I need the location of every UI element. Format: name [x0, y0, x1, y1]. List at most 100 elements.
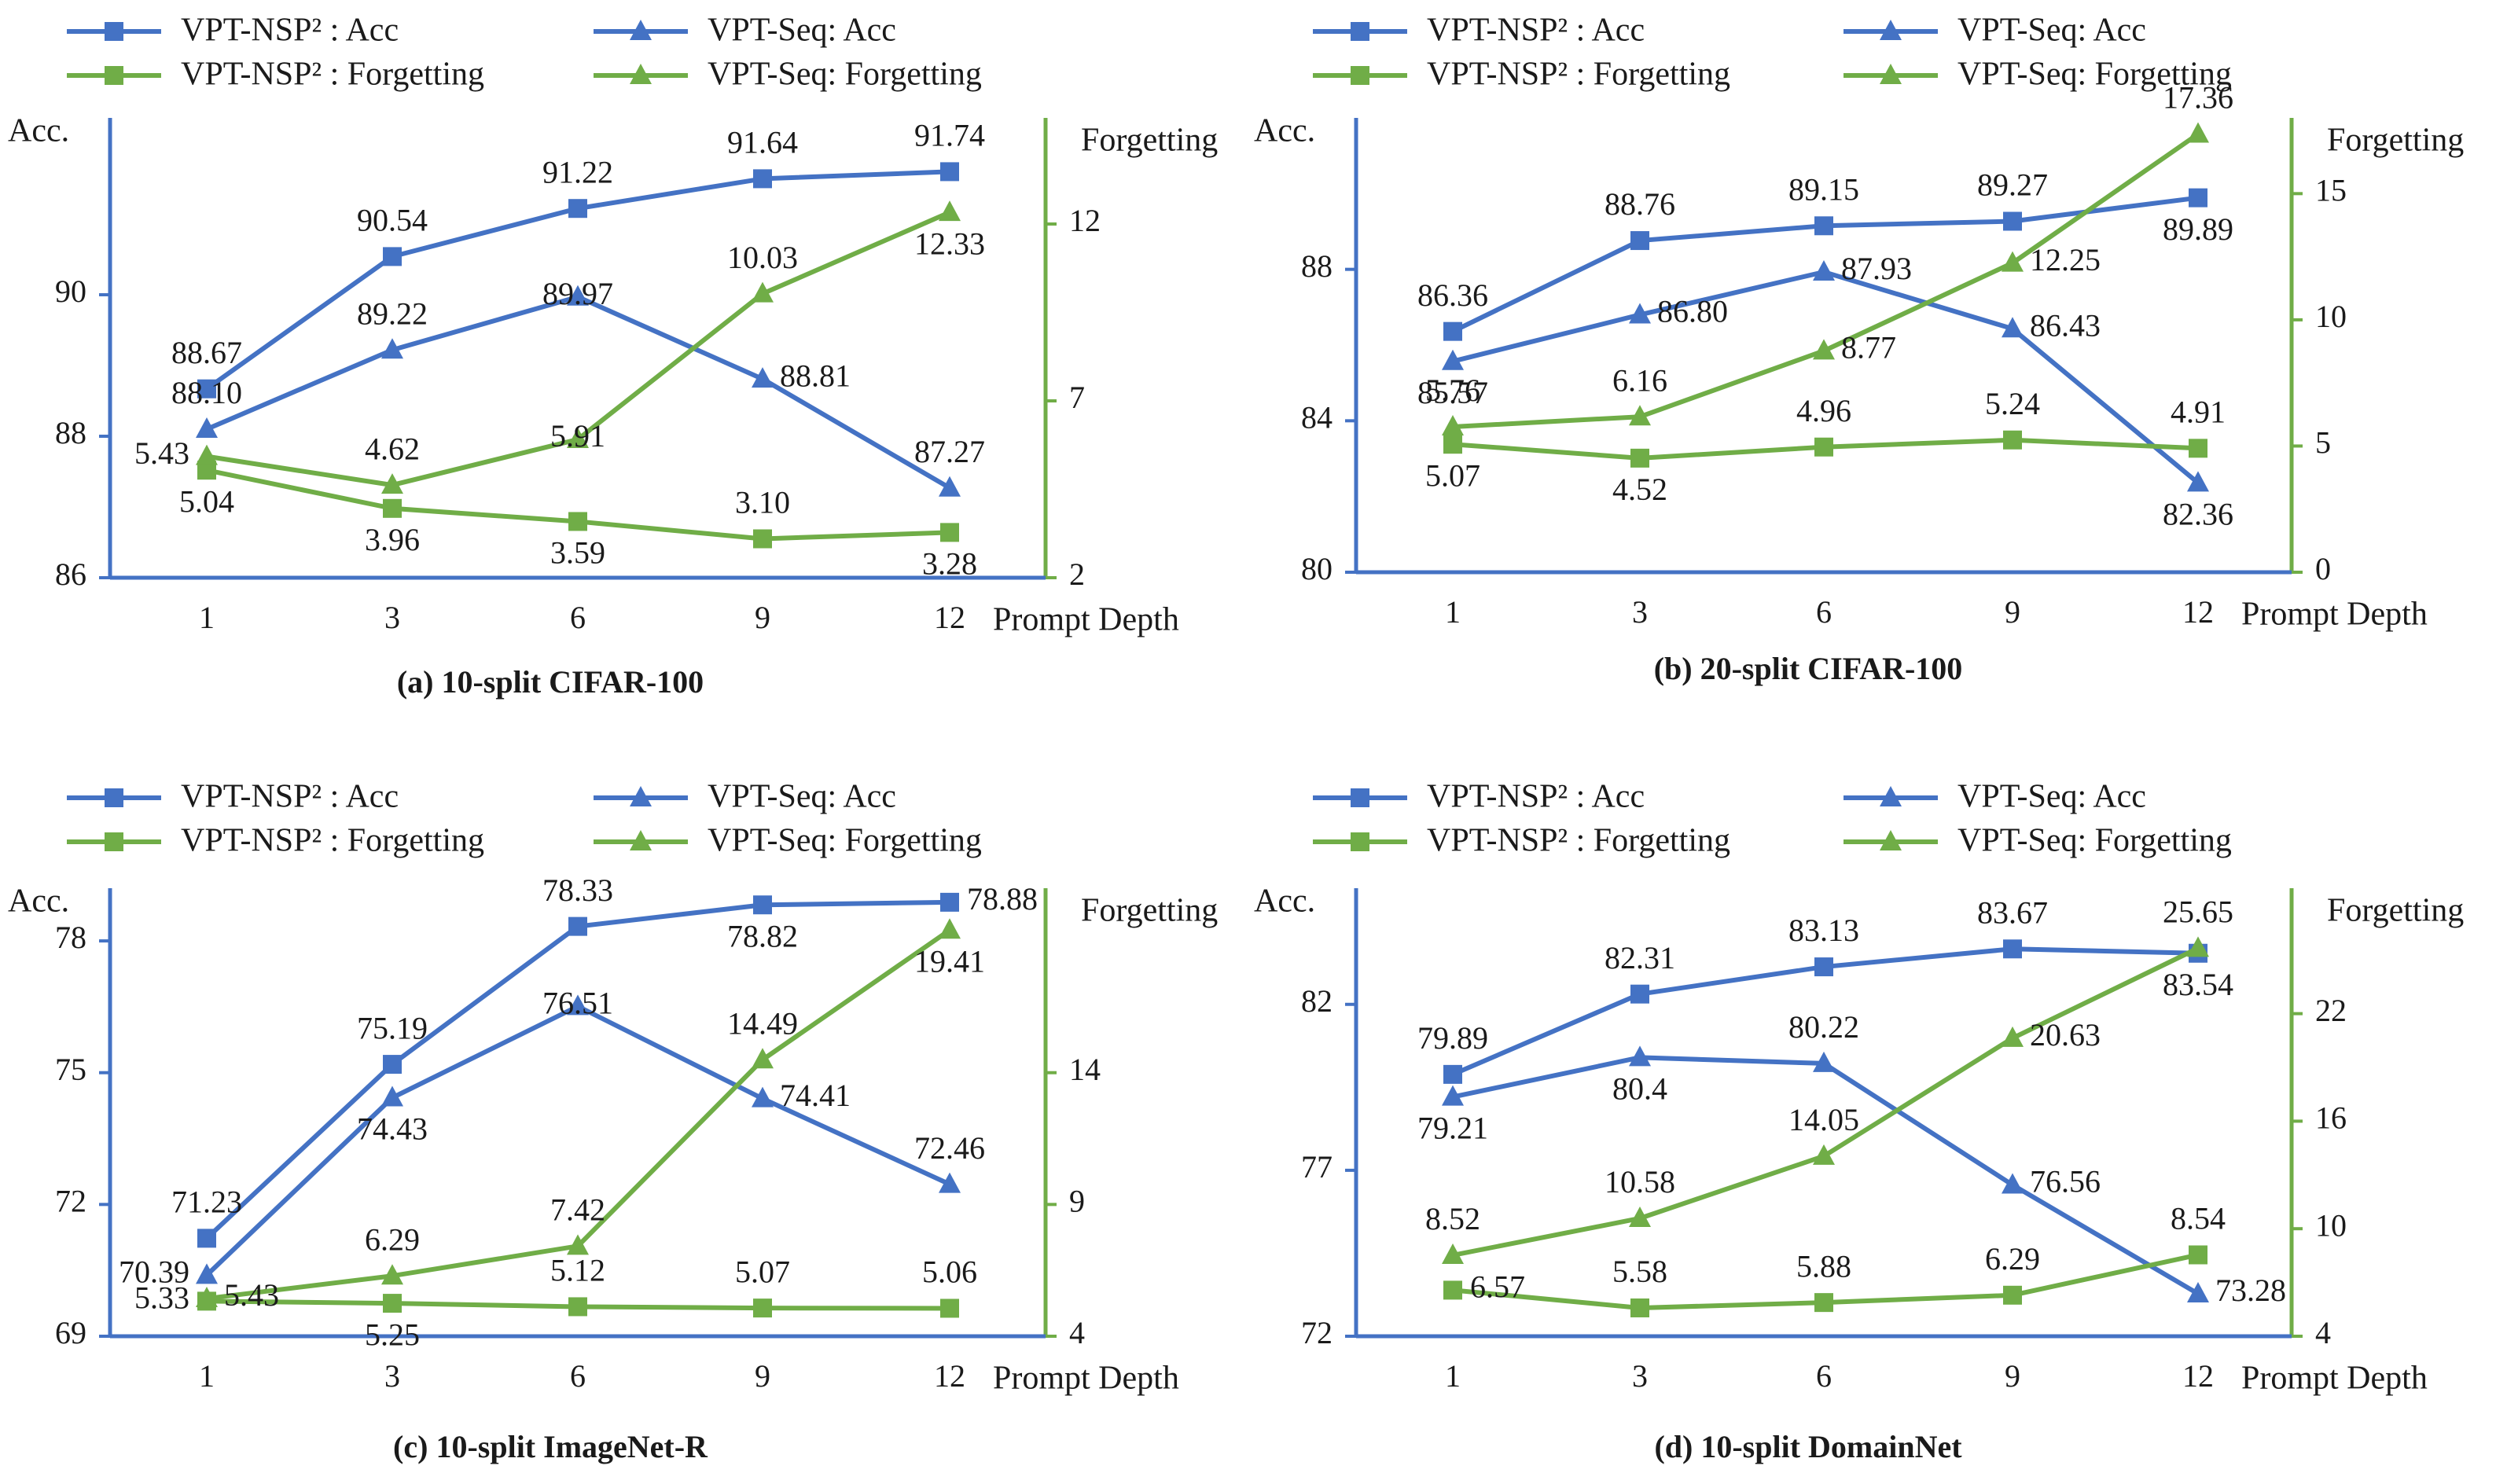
data-point [196, 1263, 218, 1284]
x-tick-label: 12 [2182, 594, 2214, 630]
data-point [1443, 1280, 1462, 1300]
data-label: 91.74 [914, 118, 985, 153]
data-label: 5.07 [735, 1254, 790, 1289]
data-label: 89.97 [542, 276, 613, 311]
data-point [939, 1172, 961, 1193]
left-tick-label: 77 [1301, 1149, 1333, 1185]
data-point [197, 379, 216, 399]
data-point [568, 1297, 587, 1317]
data-label: 14.49 [727, 1005, 798, 1041]
data-label: 5.04 [179, 483, 234, 519]
data-label: 91.64 [727, 125, 798, 160]
left-tick-label: 72 [1301, 1315, 1333, 1350]
data-point [196, 444, 218, 465]
data-label: 3.10 [735, 485, 790, 520]
data-point [1814, 957, 1833, 977]
data-point [381, 338, 403, 359]
legend-marker [630, 786, 652, 806]
data-label: 79.21 [1417, 1111, 1488, 1146]
legend-label-seq-acc: VPT-Seq: Acc [708, 779, 896, 815]
x-tick-label: 12 [934, 1358, 965, 1394]
data-label: 3.28 [922, 546, 977, 582]
data-label: 83.67 [1977, 894, 2048, 930]
legend-marker [1880, 64, 1902, 84]
data-label: 10.58 [1605, 1164, 1675, 1199]
data-label: 79.89 [1417, 1020, 1488, 1056]
data-point [2189, 188, 2207, 208]
series-2: 79.21 80.4 80.22 76.56 73.28 [1417, 1009, 2286, 1308]
data-point [2187, 936, 2209, 957]
data-label: 5.88 [1796, 1248, 1851, 1284]
data-label: 3.59 [550, 535, 605, 571]
series-4: 5.43 4.62 5.91 10.03 12.33 [134, 200, 985, 494]
data-label: 76.56 [2030, 1164, 2101, 1199]
left-axis-title: Acc. [8, 113, 69, 149]
left-tick-label: 88 [1301, 248, 1333, 284]
data-point [2003, 211, 2022, 231]
data-point [1442, 349, 1464, 370]
legend: VPT-NSP² : Acc VPT-Seq: Acc VPT-NSP² : For… [67, 13, 982, 93]
right-tick-label: 15 [2315, 173, 2347, 208]
data-point [939, 200, 961, 222]
series-1: 86.36 88.76 89.15 89.27 89.89 [1417, 167, 2233, 341]
series-4: 8.52 10.58 14.05 20.63 25.65 [1425, 894, 2233, 1264]
x-tick-label: 12 [2182, 1358, 2214, 1394]
data-label: 4.96 [1796, 393, 1851, 428]
data-point [567, 1234, 589, 1255]
data-label: 25.65 [2163, 894, 2233, 930]
data-point [196, 417, 218, 438]
x-tick-label: 6 [570, 600, 586, 635]
data-label: 75.19 [357, 1010, 428, 1045]
data-label: 5.06 [922, 1254, 977, 1290]
x-tick-label: 3 [1632, 594, 1648, 630]
legend-marker [105, 66, 123, 85]
x-tick-label: 12 [934, 600, 965, 635]
series-line [204, 1004, 951, 1277]
data-point [381, 1085, 403, 1107]
left-tick-label: 90 [55, 274, 86, 309]
legend: VPT-NSP² : Acc VPT-Seq: Acc VPT-NSP² : For… [67, 779, 982, 859]
x-tick-label: 6 [1816, 1358, 1832, 1394]
chart-caption: (b) 20-split CIFAR-100 [1654, 651, 1963, 686]
right-tick-label: 14 [1069, 1052, 1101, 1087]
data-label: 5.58 [1612, 1254, 1667, 1289]
legend-marker [630, 20, 652, 40]
data-label: 85.57 [1417, 375, 1488, 410]
data-label: 5.24 [1985, 386, 2040, 421]
series-1: 71.23 75.19 78.33 78.82 78.88 [171, 872, 1038, 1248]
data-label: 5.43 [224, 1277, 279, 1313]
data-point [197, 1229, 216, 1248]
data-label: 5.07 [1425, 457, 1480, 493]
data-label: 89.27 [1977, 167, 2048, 203]
series-4: 5.43 6.29 7.42 14.49 19.41 [196, 918, 985, 1313]
series-line [204, 899, 950, 1240]
x-tick-label: 9 [2005, 1358, 2020, 1394]
data-point [383, 1294, 402, 1313]
data-label: 5.76 [1425, 373, 1480, 408]
data-point [2187, 1281, 2209, 1302]
data-label: 82.31 [1605, 940, 1675, 975]
legend-label-seq-forgetting: VPT-Seq: Forgetting [708, 823, 982, 859]
data-label: 80.4 [1612, 1071, 1667, 1107]
data-label: 7.42 [550, 1192, 605, 1228]
data-label: 91.22 [542, 154, 613, 189]
right-tick-label: 22 [2315, 993, 2347, 1028]
series-2: 85.57 86.80 87.93 86.43 82.36 [1417, 251, 2233, 531]
x-tick-label: 3 [384, 600, 400, 635]
data-label: 70.39 [119, 1254, 189, 1289]
data-point [1442, 1085, 1464, 1106]
right-tick-label: 7 [1069, 380, 1085, 415]
data-point [940, 523, 959, 542]
data-point [2003, 430, 2022, 450]
data-point [752, 281, 774, 303]
left-tick-label: 78 [55, 920, 86, 955]
data-label: 5.25 [365, 1317, 420, 1352]
data-point [940, 892, 959, 912]
series-3: 5.04 3.96 3.59 3.10 3.28 [179, 461, 977, 582]
data-label: 72.46 [914, 1130, 985, 1166]
x-axis-title: Prompt Depth [993, 1361, 1179, 1397]
right-tick-label: 4 [1069, 1315, 1085, 1350]
x-tick-label: 1 [199, 1358, 215, 1394]
data-point [1630, 448, 1649, 468]
